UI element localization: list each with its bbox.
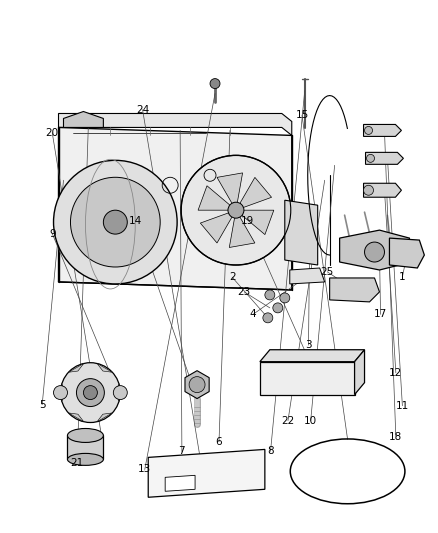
Text: 12: 12 xyxy=(389,368,403,378)
Polygon shape xyxy=(217,173,243,203)
Polygon shape xyxy=(68,364,84,372)
Polygon shape xyxy=(389,238,424,268)
Text: 15: 15 xyxy=(295,110,309,120)
Text: 6: 6 xyxy=(215,437,223,447)
Circle shape xyxy=(83,385,97,400)
Circle shape xyxy=(280,293,290,303)
Text: 13: 13 xyxy=(138,464,152,474)
Polygon shape xyxy=(240,177,272,207)
Polygon shape xyxy=(230,217,255,247)
Polygon shape xyxy=(165,475,195,491)
Circle shape xyxy=(364,242,385,262)
Polygon shape xyxy=(148,449,265,497)
Text: 10: 10 xyxy=(304,416,317,425)
Text: 2: 2 xyxy=(229,272,235,282)
Ellipse shape xyxy=(67,454,103,465)
Circle shape xyxy=(210,78,220,88)
Circle shape xyxy=(113,385,127,400)
Polygon shape xyxy=(62,384,66,401)
Polygon shape xyxy=(64,111,103,127)
Bar xyxy=(67,435,103,459)
Polygon shape xyxy=(68,413,84,422)
Text: 22: 22 xyxy=(281,416,295,425)
Circle shape xyxy=(273,303,283,313)
Circle shape xyxy=(367,155,374,163)
Circle shape xyxy=(71,177,160,267)
Circle shape xyxy=(53,160,177,284)
Polygon shape xyxy=(200,213,232,243)
Polygon shape xyxy=(339,230,411,270)
Circle shape xyxy=(103,210,127,234)
Polygon shape xyxy=(285,200,318,265)
Polygon shape xyxy=(364,183,401,197)
Polygon shape xyxy=(59,127,292,290)
Polygon shape xyxy=(330,278,379,302)
Text: 9: 9 xyxy=(49,229,56,239)
Circle shape xyxy=(364,126,372,134)
Circle shape xyxy=(77,378,104,407)
Circle shape xyxy=(265,290,275,300)
Polygon shape xyxy=(260,362,355,394)
Polygon shape xyxy=(355,350,364,394)
Polygon shape xyxy=(198,186,230,210)
Polygon shape xyxy=(115,384,119,401)
Circle shape xyxy=(60,362,120,423)
Circle shape xyxy=(263,313,273,323)
Text: 24: 24 xyxy=(136,105,149,115)
Circle shape xyxy=(364,185,374,195)
Text: 1: 1 xyxy=(399,272,406,282)
Circle shape xyxy=(181,155,291,265)
Polygon shape xyxy=(185,370,209,399)
Circle shape xyxy=(189,377,205,393)
Text: 17: 17 xyxy=(374,309,387,319)
Polygon shape xyxy=(364,124,401,136)
Text: 3: 3 xyxy=(305,340,312,350)
Text: 21: 21 xyxy=(71,458,84,468)
Text: 14: 14 xyxy=(128,216,142,227)
Polygon shape xyxy=(97,364,113,372)
Polygon shape xyxy=(366,152,403,164)
Text: 11: 11 xyxy=(396,401,409,411)
Text: 23: 23 xyxy=(238,287,251,297)
Circle shape xyxy=(53,385,67,400)
Text: 4: 4 xyxy=(250,309,256,319)
Polygon shape xyxy=(290,268,325,284)
Text: 5: 5 xyxy=(39,400,46,410)
Polygon shape xyxy=(242,210,274,235)
Circle shape xyxy=(228,202,244,218)
Text: 25: 25 xyxy=(321,267,334,277)
Polygon shape xyxy=(59,114,292,135)
Text: 18: 18 xyxy=(389,432,403,441)
Text: 8: 8 xyxy=(267,447,274,456)
Ellipse shape xyxy=(67,429,103,442)
Text: 19: 19 xyxy=(241,216,254,227)
Text: 20: 20 xyxy=(46,127,59,138)
Polygon shape xyxy=(97,413,113,422)
Polygon shape xyxy=(260,350,364,362)
Text: 7: 7 xyxy=(179,447,185,456)
